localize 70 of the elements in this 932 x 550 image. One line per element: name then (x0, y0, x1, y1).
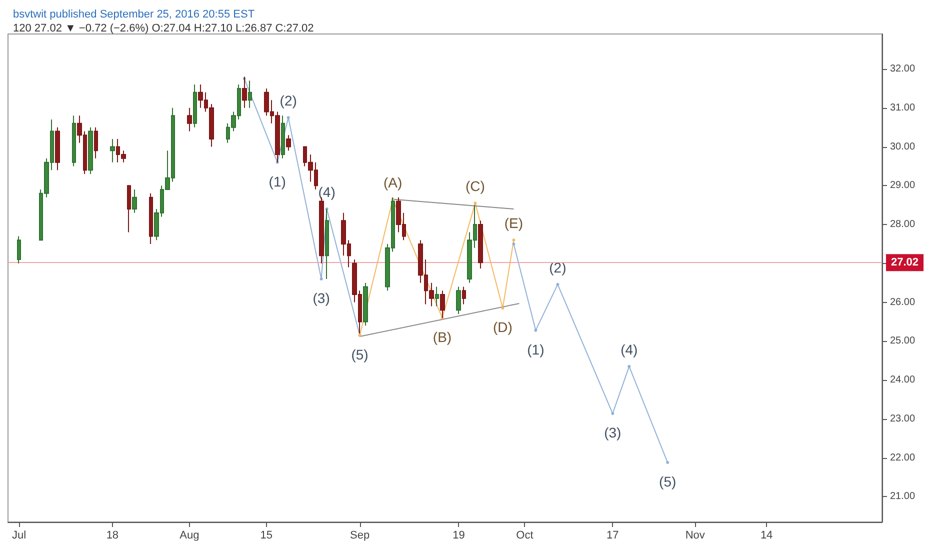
point (666, 461, 670, 464)
candlestick (55, 126, 60, 171)
annotation: (5) (351, 346, 368, 362)
x-tick-label: Nov (685, 530, 706, 542)
annotation: (A) (383, 174, 402, 190)
y-tick-label: 32.00 (890, 63, 916, 74)
y-tick-label: 31.00 (890, 102, 916, 114)
candlestick (132, 189, 137, 214)
candlestick (110, 138, 115, 163)
y-tick-label: 29.00 (890, 180, 916, 192)
candlestick (281, 115, 285, 159)
annotation: (2) (280, 92, 297, 109)
line-series (242, 77, 362, 337)
candlestick (462, 286, 466, 305)
annotation: (B) (432, 328, 452, 345)
point (534, 328, 538, 332)
chart-subtitle: 120 27.02 ▼ −0.72 (−2.6%) O:27.04 H:27.10 L:26.87 C:27.02 (13, 22, 314, 34)
candlestick (94, 126, 98, 159)
y-tick-label: 28.00 (890, 219, 916, 230)
annotation: (3) (604, 424, 622, 441)
annotation: (E) (504, 215, 524, 232)
y-tick-label: 25.00 (890, 336, 916, 347)
ref-line-label: 27.02 (891, 256, 919, 269)
candlestick (127, 185, 131, 233)
candlestick (88, 126, 93, 174)
y-tick-label: 22.00 (890, 452, 916, 464)
candlestick (187, 107, 192, 132)
candlestick (149, 192, 153, 244)
point (556, 282, 560, 286)
annotation: (5) (659, 474, 676, 490)
y-tick-label: 21.00 (890, 491, 916, 502)
annotation: (C) (466, 178, 485, 194)
candlestick (456, 286, 461, 314)
x-tick-label: Oct (516, 530, 534, 542)
x-tick-label: Aug (180, 530, 200, 542)
annotation: (4) (620, 341, 638, 358)
y-tick-label: 26.00 (890, 296, 916, 308)
x-tick-label: Sep (350, 530, 370, 542)
candlestick (363, 282, 368, 326)
annotation: (2) (549, 259, 566, 276)
annotation: (4) (318, 184, 336, 200)
annotation: (1) (527, 341, 544, 358)
point (512, 238, 516, 242)
annotation: (D) (493, 319, 512, 336)
point (512, 242, 516, 246)
candlestick (478, 220, 483, 269)
candlestick (435, 286, 439, 307)
candlestick (72, 115, 76, 167)
point (628, 364, 631, 368)
x-tick-label: 15 (260, 530, 272, 542)
point (611, 412, 614, 416)
y-tick-label: 30.00 (890, 141, 916, 152)
x-tick-label: 14 (760, 530, 773, 542)
candlestick (17, 236, 21, 264)
annotation: (3) (312, 290, 330, 306)
candlestick (193, 84, 197, 128)
point (501, 306, 504, 310)
point (474, 202, 477, 205)
x-tick-label: 19 (452, 530, 465, 542)
point (286, 116, 290, 120)
x-tick-label: 18 (106, 530, 119, 542)
candlestick (248, 80, 252, 108)
annotation: (1) (268, 173, 286, 190)
x-tick-label: Jul (12, 530, 26, 542)
chart-title: bsvtwit published September 25, 2016 20:55 EST (13, 8, 255, 20)
candlestick (286, 134, 291, 152)
point (320, 277, 323, 280)
x-tick-label: 17 (606, 530, 619, 542)
y-tick-label: 23.00 (890, 413, 916, 424)
y-tick-label: 24.00 (890, 374, 916, 386)
